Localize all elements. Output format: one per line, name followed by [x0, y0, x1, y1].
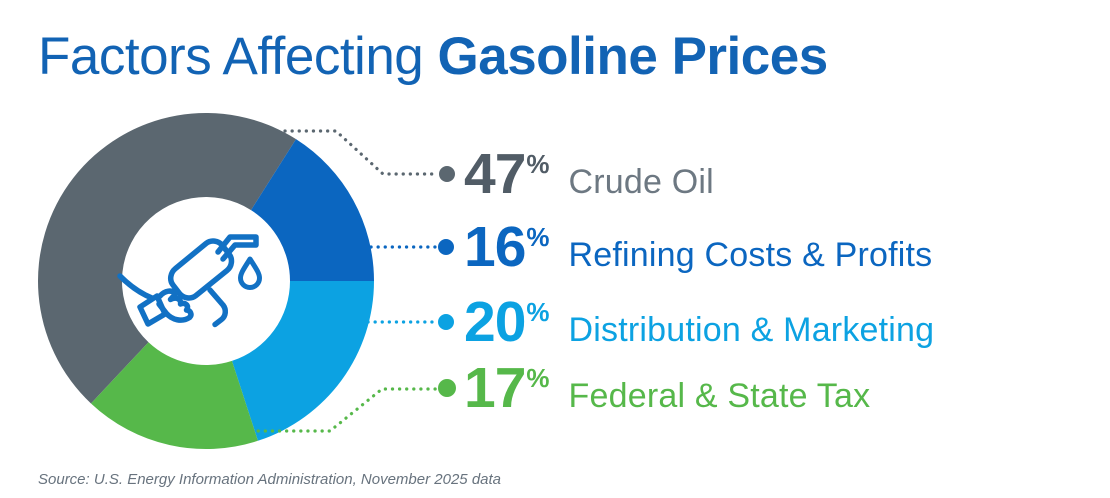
legend-label: Distribution & Marketing	[568, 311, 935, 349]
bullet-dot-distribution-marketing	[438, 314, 454, 330]
legend-label: Federal & State Tax	[568, 377, 871, 415]
fuel-drop	[238, 256, 262, 290]
nozzle-body	[167, 238, 235, 301]
donut-segment-refining-costs-profits	[251, 139, 374, 281]
gas-pump-nozzle-icon	[117, 234, 262, 328]
legend-item-distribution: 20% Distribution & Marketing	[464, 294, 934, 351]
donut-segment-federal-state-tax	[90, 342, 258, 450]
arm	[117, 273, 155, 301]
bullet-dot-refining-costs-profits	[438, 239, 454, 255]
donut-segment-distribution-marketing	[231, 281, 374, 441]
page-title-regular: Factors Affecting	[38, 27, 438, 86]
legend-value: 20	[464, 290, 526, 354]
leader-line-federal-state-tax	[242, 387, 438, 433]
page-title: Factors Affecting Gasoline Prices	[38, 27, 829, 86]
legend-value: 16	[464, 215, 526, 279]
legend-item-tax: 17% Federal & State Tax	[464, 360, 870, 417]
bullet-dot-federal-state-tax	[438, 379, 456, 397]
legend-item-crude-oil: 47% Crude Oil	[464, 146, 714, 203]
leader-lines	[242, 129, 456, 433]
hand-fingers	[156, 288, 194, 323]
donut-segments	[38, 113, 374, 450]
donut-segment-crude-oil	[38, 113, 297, 404]
legend-percent-sign: %	[526, 222, 550, 252]
page-title-bold: Gasoline Prices	[437, 27, 829, 86]
leader-line-crude-oil	[283, 129, 438, 176]
nozzle-spout	[215, 234, 259, 262]
bullet-dot-crude-oil	[439, 166, 455, 182]
legend-percent-sign: %	[526, 297, 550, 327]
legend-value: 47	[464, 142, 526, 206]
legend-value: 17	[464, 356, 526, 420]
nozzle-handle	[207, 287, 228, 328]
legend-label: Refining Costs & Profits	[568, 236, 933, 274]
source-note: Source: U.S. Energy Information Administ…	[38, 471, 502, 488]
legend-item-refining: 16% Refining Costs & Profits	[464, 219, 932, 276]
legend-percent-sign: %	[526, 149, 550, 179]
legend-percent-sign: %	[526, 363, 550, 393]
legend-label: Crude Oil	[568, 163, 714, 201]
